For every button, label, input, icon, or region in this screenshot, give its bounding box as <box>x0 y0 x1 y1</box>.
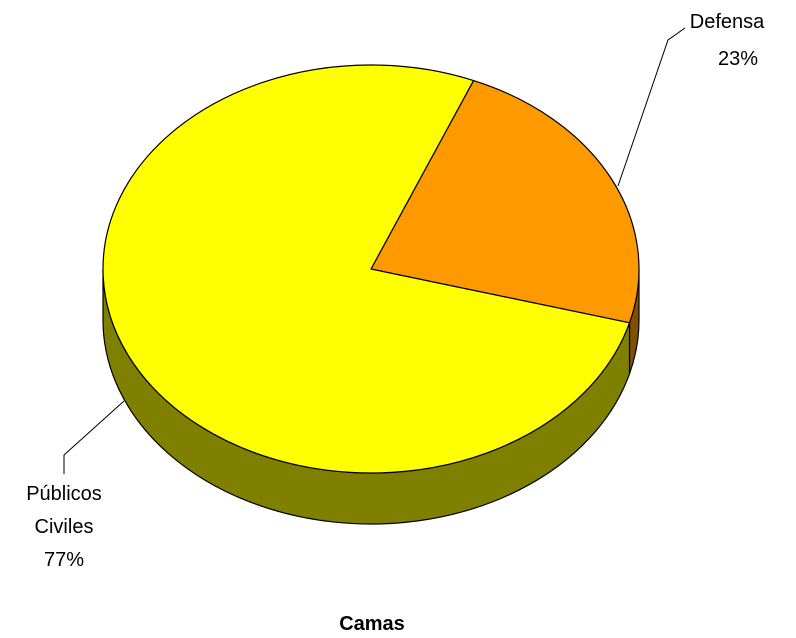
slice-label-publicos-civiles-percent: 77% <box>44 549 84 571</box>
slice-label-defensa-percent: 23% <box>718 48 758 70</box>
slice-label-civiles-line-2: Civiles <box>35 516 94 538</box>
slice-label-publicos-line-1: Públicos <box>26 483 102 505</box>
slice-label-defensa-line-1: Defensa <box>690 11 765 33</box>
pie-top <box>102 64 640 474</box>
leader-line-defensa <box>617 27 686 187</box>
pie-slice-publicos-civiles <box>102 64 631 474</box>
leader-line-publicos-civiles <box>63 400 125 474</box>
pie-slice-defensa <box>370 79 640 324</box>
chart-title: Camas <box>339 613 405 633</box>
slice-labels: Defensa 23% Públicos Civiles 77% <box>26 11 765 571</box>
leader-lines <box>63 27 686 474</box>
